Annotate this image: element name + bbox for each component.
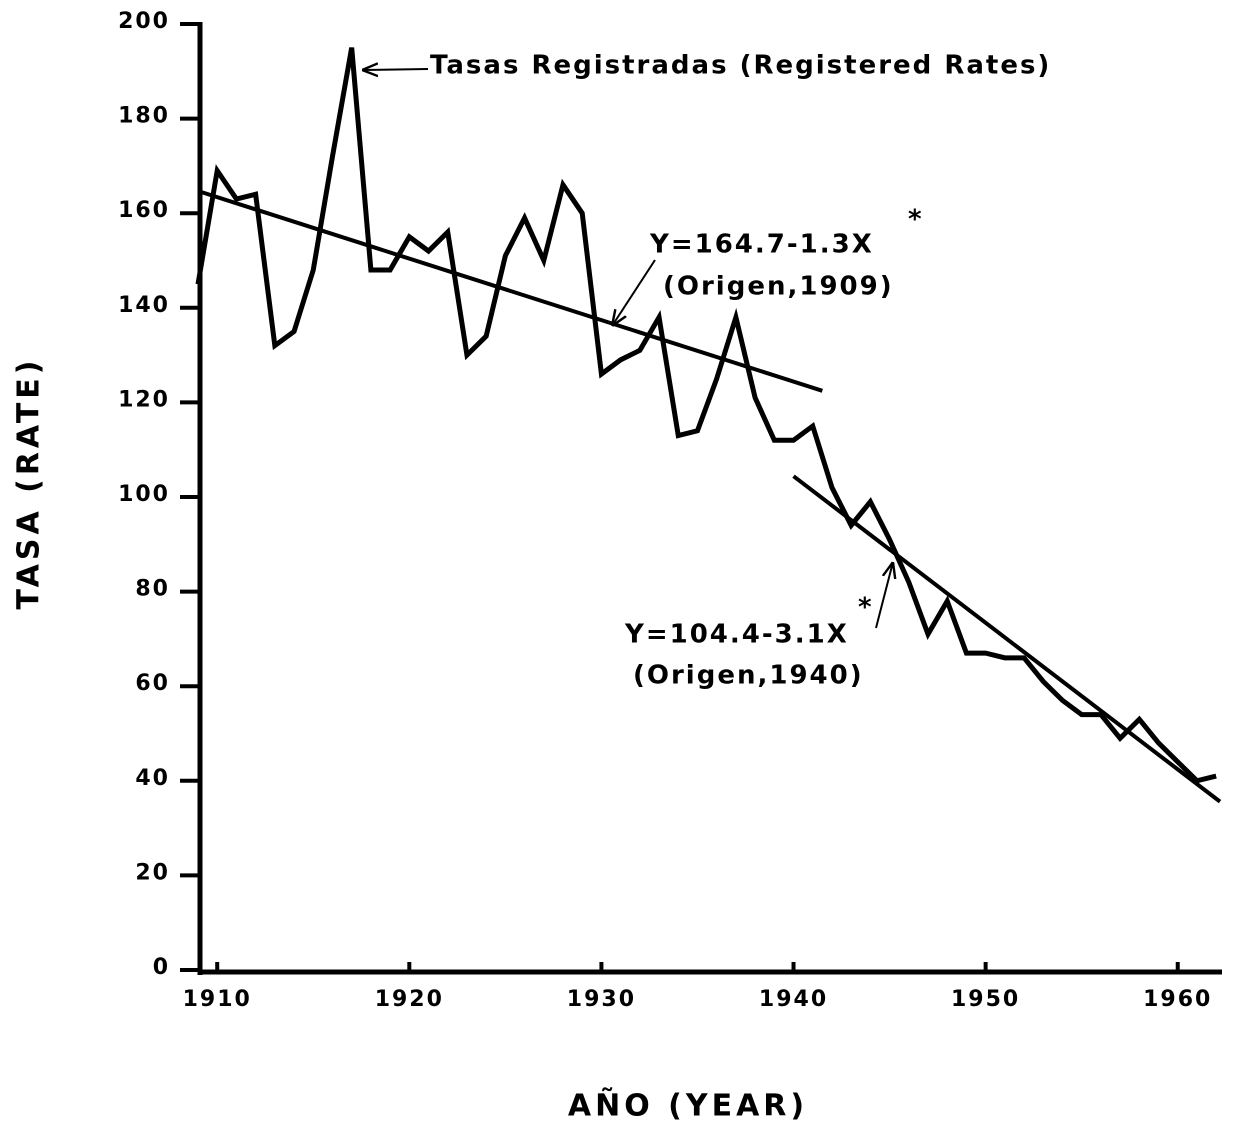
annotation: (Origen,1940) [633,661,864,691]
annotation: Y=104.4-3.1X [624,620,849,650]
y-tick-label: 60 [135,671,170,696]
trend-line [197,189,823,393]
y-tick-label: 100 [118,482,170,507]
y-tick-label: 40 [135,766,170,791]
x-tick-label: 1910 [183,987,252,1012]
y-axis-label: TASA (RATE) [12,357,47,610]
y-tick-label: 200 [118,9,170,34]
annotation: (Origen,1909) [663,272,894,302]
annotation: Tasas Registradas (Registered Rates) [430,51,1051,81]
x-tick-label: 1920 [375,987,444,1012]
y-tick-label: 80 [135,577,170,602]
arrow [612,259,656,326]
y-tick-label: 160 [118,198,170,223]
annotation: * [908,205,924,235]
y-tick-label: 20 [135,860,170,885]
arrow [875,562,893,629]
y-tick-label: 0 [153,955,170,980]
annotation: * [858,593,874,623]
x-tick-label: 1930 [567,987,636,1012]
arrow [362,69,429,70]
data-line [195,47,1217,784]
y-tick-label: 120 [118,387,170,412]
y-tick-label: 140 [118,293,170,318]
x-tick-label: 1940 [759,987,828,1012]
y-tick-label: 180 [118,104,170,129]
x-tick-label: 1960 [1143,987,1212,1012]
x-tick-label: 1950 [951,987,1020,1012]
x-axis-label: AÑO (YEAR) [568,1087,808,1124]
trend-line [792,474,1222,804]
annotation: Y=164.7-1.3X [649,230,874,260]
